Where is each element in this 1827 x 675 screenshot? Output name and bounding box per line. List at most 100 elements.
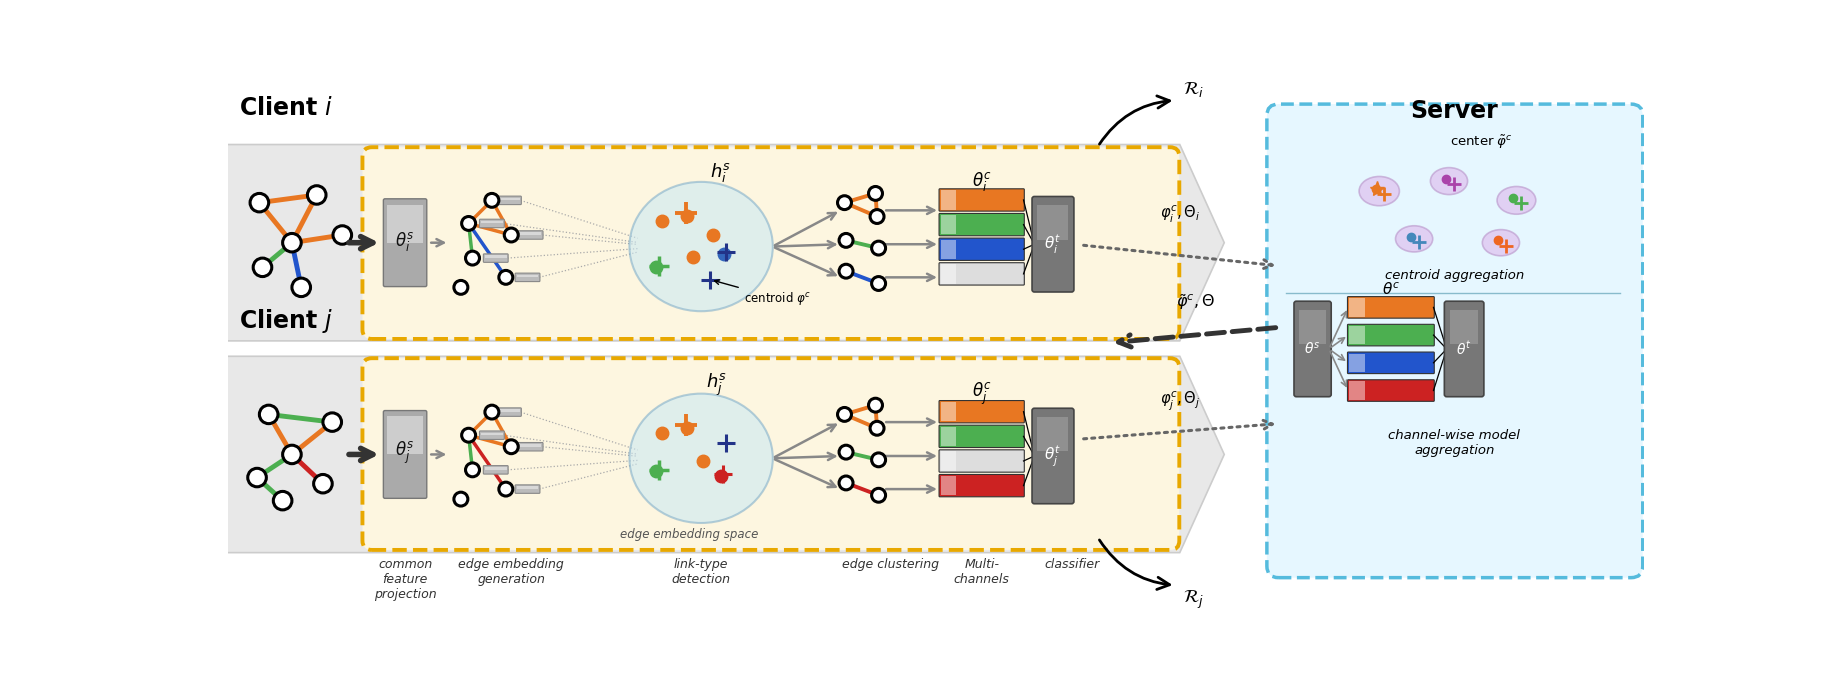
Text: $h_j^s$: $h_j^s$: [705, 372, 727, 398]
Ellipse shape: [1482, 230, 1520, 256]
Bar: [941, 215, 956, 234]
FancyBboxPatch shape: [362, 147, 1178, 339]
FancyBboxPatch shape: [939, 213, 1025, 236]
Bar: [941, 190, 956, 210]
Bar: [519, 232, 541, 235]
Ellipse shape: [1431, 167, 1467, 194]
Text: edge embedding space: edge embedding space: [621, 528, 758, 541]
Bar: [517, 275, 539, 277]
Circle shape: [870, 421, 884, 435]
Text: $h_i^s$: $h_i^s$: [711, 162, 731, 185]
FancyBboxPatch shape: [939, 475, 1025, 497]
FancyBboxPatch shape: [497, 408, 521, 416]
Text: centroid aggregation: centroid aggregation: [1385, 269, 1524, 282]
Circle shape: [484, 405, 499, 419]
Text: Client $j$: Client $j$: [239, 306, 334, 335]
Circle shape: [839, 446, 853, 459]
Circle shape: [292, 278, 311, 296]
Text: common
feature
projection: common feature projection: [375, 558, 437, 601]
Bar: [481, 221, 502, 223]
Text: $\theta_j^s$: $\theta_j^s$: [395, 440, 415, 466]
Text: $\theta_i^s$: $\theta_i^s$: [395, 230, 415, 252]
Ellipse shape: [1496, 186, 1537, 214]
Text: $\theta_i^c$: $\theta_i^c$: [972, 170, 992, 193]
FancyBboxPatch shape: [1032, 196, 1074, 292]
FancyBboxPatch shape: [1348, 352, 1434, 373]
Ellipse shape: [1359, 176, 1399, 206]
FancyBboxPatch shape: [515, 485, 541, 493]
Circle shape: [259, 405, 278, 424]
Circle shape: [871, 277, 886, 290]
Circle shape: [462, 428, 475, 442]
Text: Server: Server: [1410, 99, 1498, 123]
Text: $\mathcal{R}_i$: $\mathcal{R}_i$: [1184, 80, 1204, 99]
Text: edge embedding
generation: edge embedding generation: [459, 558, 565, 587]
Bar: [1350, 381, 1365, 400]
FancyBboxPatch shape: [939, 189, 1025, 211]
Bar: [1451, 310, 1478, 344]
Circle shape: [504, 440, 519, 454]
Circle shape: [839, 476, 853, 490]
Circle shape: [466, 251, 479, 265]
Bar: [387, 205, 422, 243]
Circle shape: [868, 186, 882, 200]
Ellipse shape: [630, 394, 773, 523]
FancyBboxPatch shape: [1294, 301, 1332, 397]
Circle shape: [504, 228, 519, 242]
Text: Client $i$: Client $i$: [239, 97, 334, 120]
Circle shape: [333, 225, 351, 244]
Bar: [941, 476, 956, 495]
Bar: [1350, 298, 1365, 317]
Bar: [941, 240, 956, 259]
Circle shape: [839, 234, 853, 247]
FancyBboxPatch shape: [362, 358, 1178, 550]
Circle shape: [484, 194, 499, 207]
Text: $\theta^s$: $\theta^s$: [1304, 341, 1321, 357]
Ellipse shape: [1396, 225, 1432, 252]
FancyBboxPatch shape: [1348, 324, 1434, 346]
Text: link-type
detection: link-type detection: [672, 558, 731, 587]
Bar: [941, 264, 956, 284]
Circle shape: [453, 492, 468, 506]
Circle shape: [314, 475, 333, 493]
Bar: [1299, 310, 1326, 344]
Circle shape: [871, 453, 886, 467]
Bar: [484, 255, 506, 258]
Text: channel-wise model
aggregation: channel-wise model aggregation: [1389, 429, 1520, 457]
FancyBboxPatch shape: [939, 450, 1025, 472]
Circle shape: [453, 280, 468, 294]
Circle shape: [323, 413, 342, 431]
Bar: [499, 198, 519, 200]
Bar: [1350, 354, 1365, 372]
Bar: [1038, 205, 1069, 240]
FancyBboxPatch shape: [1348, 380, 1434, 402]
FancyBboxPatch shape: [1445, 301, 1484, 397]
FancyBboxPatch shape: [479, 431, 504, 439]
Text: $\theta_i^t$: $\theta_i^t$: [1045, 233, 1061, 256]
Circle shape: [499, 482, 513, 496]
Circle shape: [871, 241, 886, 255]
Circle shape: [499, 271, 513, 284]
Circle shape: [283, 234, 301, 252]
FancyBboxPatch shape: [384, 410, 428, 498]
FancyBboxPatch shape: [939, 400, 1025, 423]
FancyBboxPatch shape: [497, 196, 521, 205]
Circle shape: [868, 398, 882, 412]
Circle shape: [462, 217, 475, 230]
Bar: [1350, 326, 1365, 344]
FancyBboxPatch shape: [939, 425, 1025, 448]
Bar: [941, 427, 956, 446]
Circle shape: [248, 468, 267, 487]
FancyBboxPatch shape: [519, 443, 543, 451]
FancyBboxPatch shape: [515, 273, 541, 281]
Circle shape: [274, 491, 292, 510]
Bar: [484, 467, 506, 470]
Polygon shape: [177, 356, 1224, 553]
Text: Multi-
channels: Multi- channels: [954, 558, 1010, 587]
FancyBboxPatch shape: [484, 254, 508, 263]
Text: classifier: classifier: [1043, 558, 1100, 572]
Text: centroid $\varphi^c$: centroid $\varphi^c$: [714, 280, 811, 306]
Text: $\varphi_i^c, \Theta_i$: $\varphi_i^c, \Theta_i$: [1160, 204, 1200, 225]
FancyBboxPatch shape: [484, 466, 508, 474]
Circle shape: [839, 264, 853, 278]
